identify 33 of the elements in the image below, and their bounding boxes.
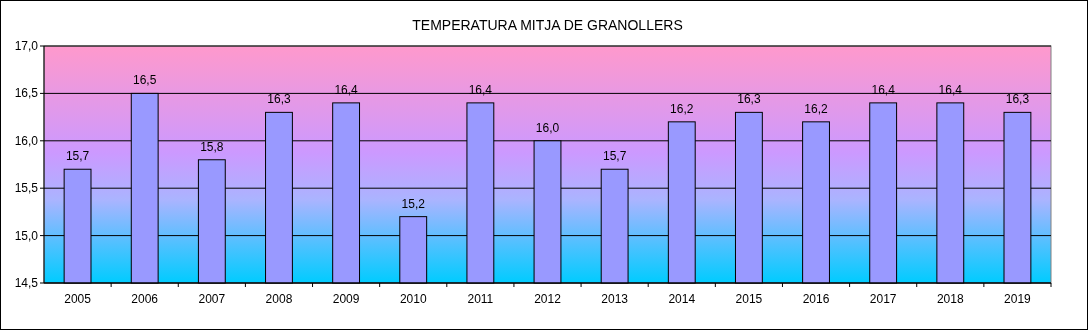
data-label: 16,3 <box>737 92 761 107</box>
data-label: 16,5 <box>133 73 157 88</box>
data-label: 16,2 <box>804 101 829 116</box>
data-label: 16,3 <box>1005 92 1030 107</box>
x-tick-label: 2009 <box>332 292 360 306</box>
x-tick-label: 2006 <box>131 292 159 306</box>
data-label: 15,7 <box>65 149 90 164</box>
y-tick-label: 16,5 <box>14 86 39 101</box>
x-tick-label: 2011 <box>467 292 494 306</box>
x-tick-label: 2008 <box>265 292 293 306</box>
x-tick-label: 2015 <box>735 292 763 306</box>
x-tick-label: 2012 <box>534 292 562 306</box>
x-tick-label: 2013 <box>601 292 629 306</box>
data-label: 16,2 <box>670 101 694 116</box>
x-tick-label: 2007 <box>198 292 226 306</box>
y-tick-label: 14,5 <box>14 276 39 290</box>
data-label: 15,7 <box>602 149 627 164</box>
data-label: 15,8 <box>200 139 224 154</box>
data-label: 15,2 <box>401 196 426 211</box>
y-tick-label: 17,0 <box>14 39 39 53</box>
data-label: 16,0 <box>535 120 560 135</box>
x-tick-label: 2017 <box>869 292 897 306</box>
x-tick-label: 2014 <box>668 292 696 306</box>
y-tick-label: 16,0 <box>14 133 39 148</box>
x-tick-label: 2019 <box>1004 292 1032 306</box>
x-tick-label: 2005 <box>64 292 92 306</box>
x-tick-label: 2016 <box>802 292 830 306</box>
chart-title: TEMPERATURA MITJA DE GRANOLLERS <box>412 17 683 33</box>
x-tick-label: 2018 <box>936 292 964 306</box>
x-tick-label: 2010 <box>399 292 427 306</box>
y-tick-label: 15,5 <box>14 181 39 196</box>
data-label: 16,3 <box>267 92 291 107</box>
y-tick-label: 15,0 <box>14 228 39 243</box>
